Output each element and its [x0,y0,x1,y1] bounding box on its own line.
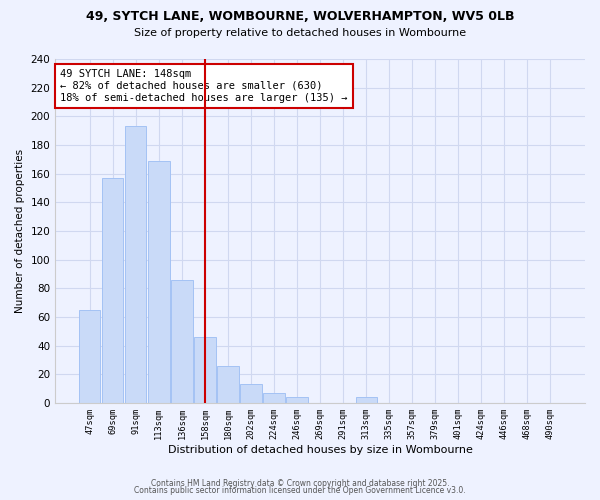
Bar [172,280,193,403]
Bar [356,398,377,403]
Text: 49 SYTCH LANE: 148sqm
← 82% of detached houses are smaller (630)
18% of semi-det: 49 SYTCH LANE: 148sqm ← 82% of detached … [61,70,348,102]
Text: Contains public sector information licensed under the Open Government Licence v3: Contains public sector information licen… [134,486,466,495]
Bar [125,126,146,403]
Bar [194,337,215,403]
Text: Size of property relative to detached houses in Wombourne: Size of property relative to detached ho… [134,28,466,38]
X-axis label: Distribution of detached houses by size in Wombourne: Distribution of detached houses by size … [167,445,473,455]
Text: Contains HM Land Registry data © Crown copyright and database right 2025.: Contains HM Land Registry data © Crown c… [151,478,449,488]
Bar [241,384,262,403]
Bar [286,398,308,403]
Y-axis label: Number of detached properties: Number of detached properties [15,149,25,313]
Bar [263,393,284,403]
Bar [217,366,239,403]
Bar [102,178,124,403]
Bar [79,310,100,403]
Text: 49, SYTCH LANE, WOMBOURNE, WOLVERHAMPTON, WV5 0LB: 49, SYTCH LANE, WOMBOURNE, WOLVERHAMPTON… [86,10,514,23]
Bar [148,161,170,403]
